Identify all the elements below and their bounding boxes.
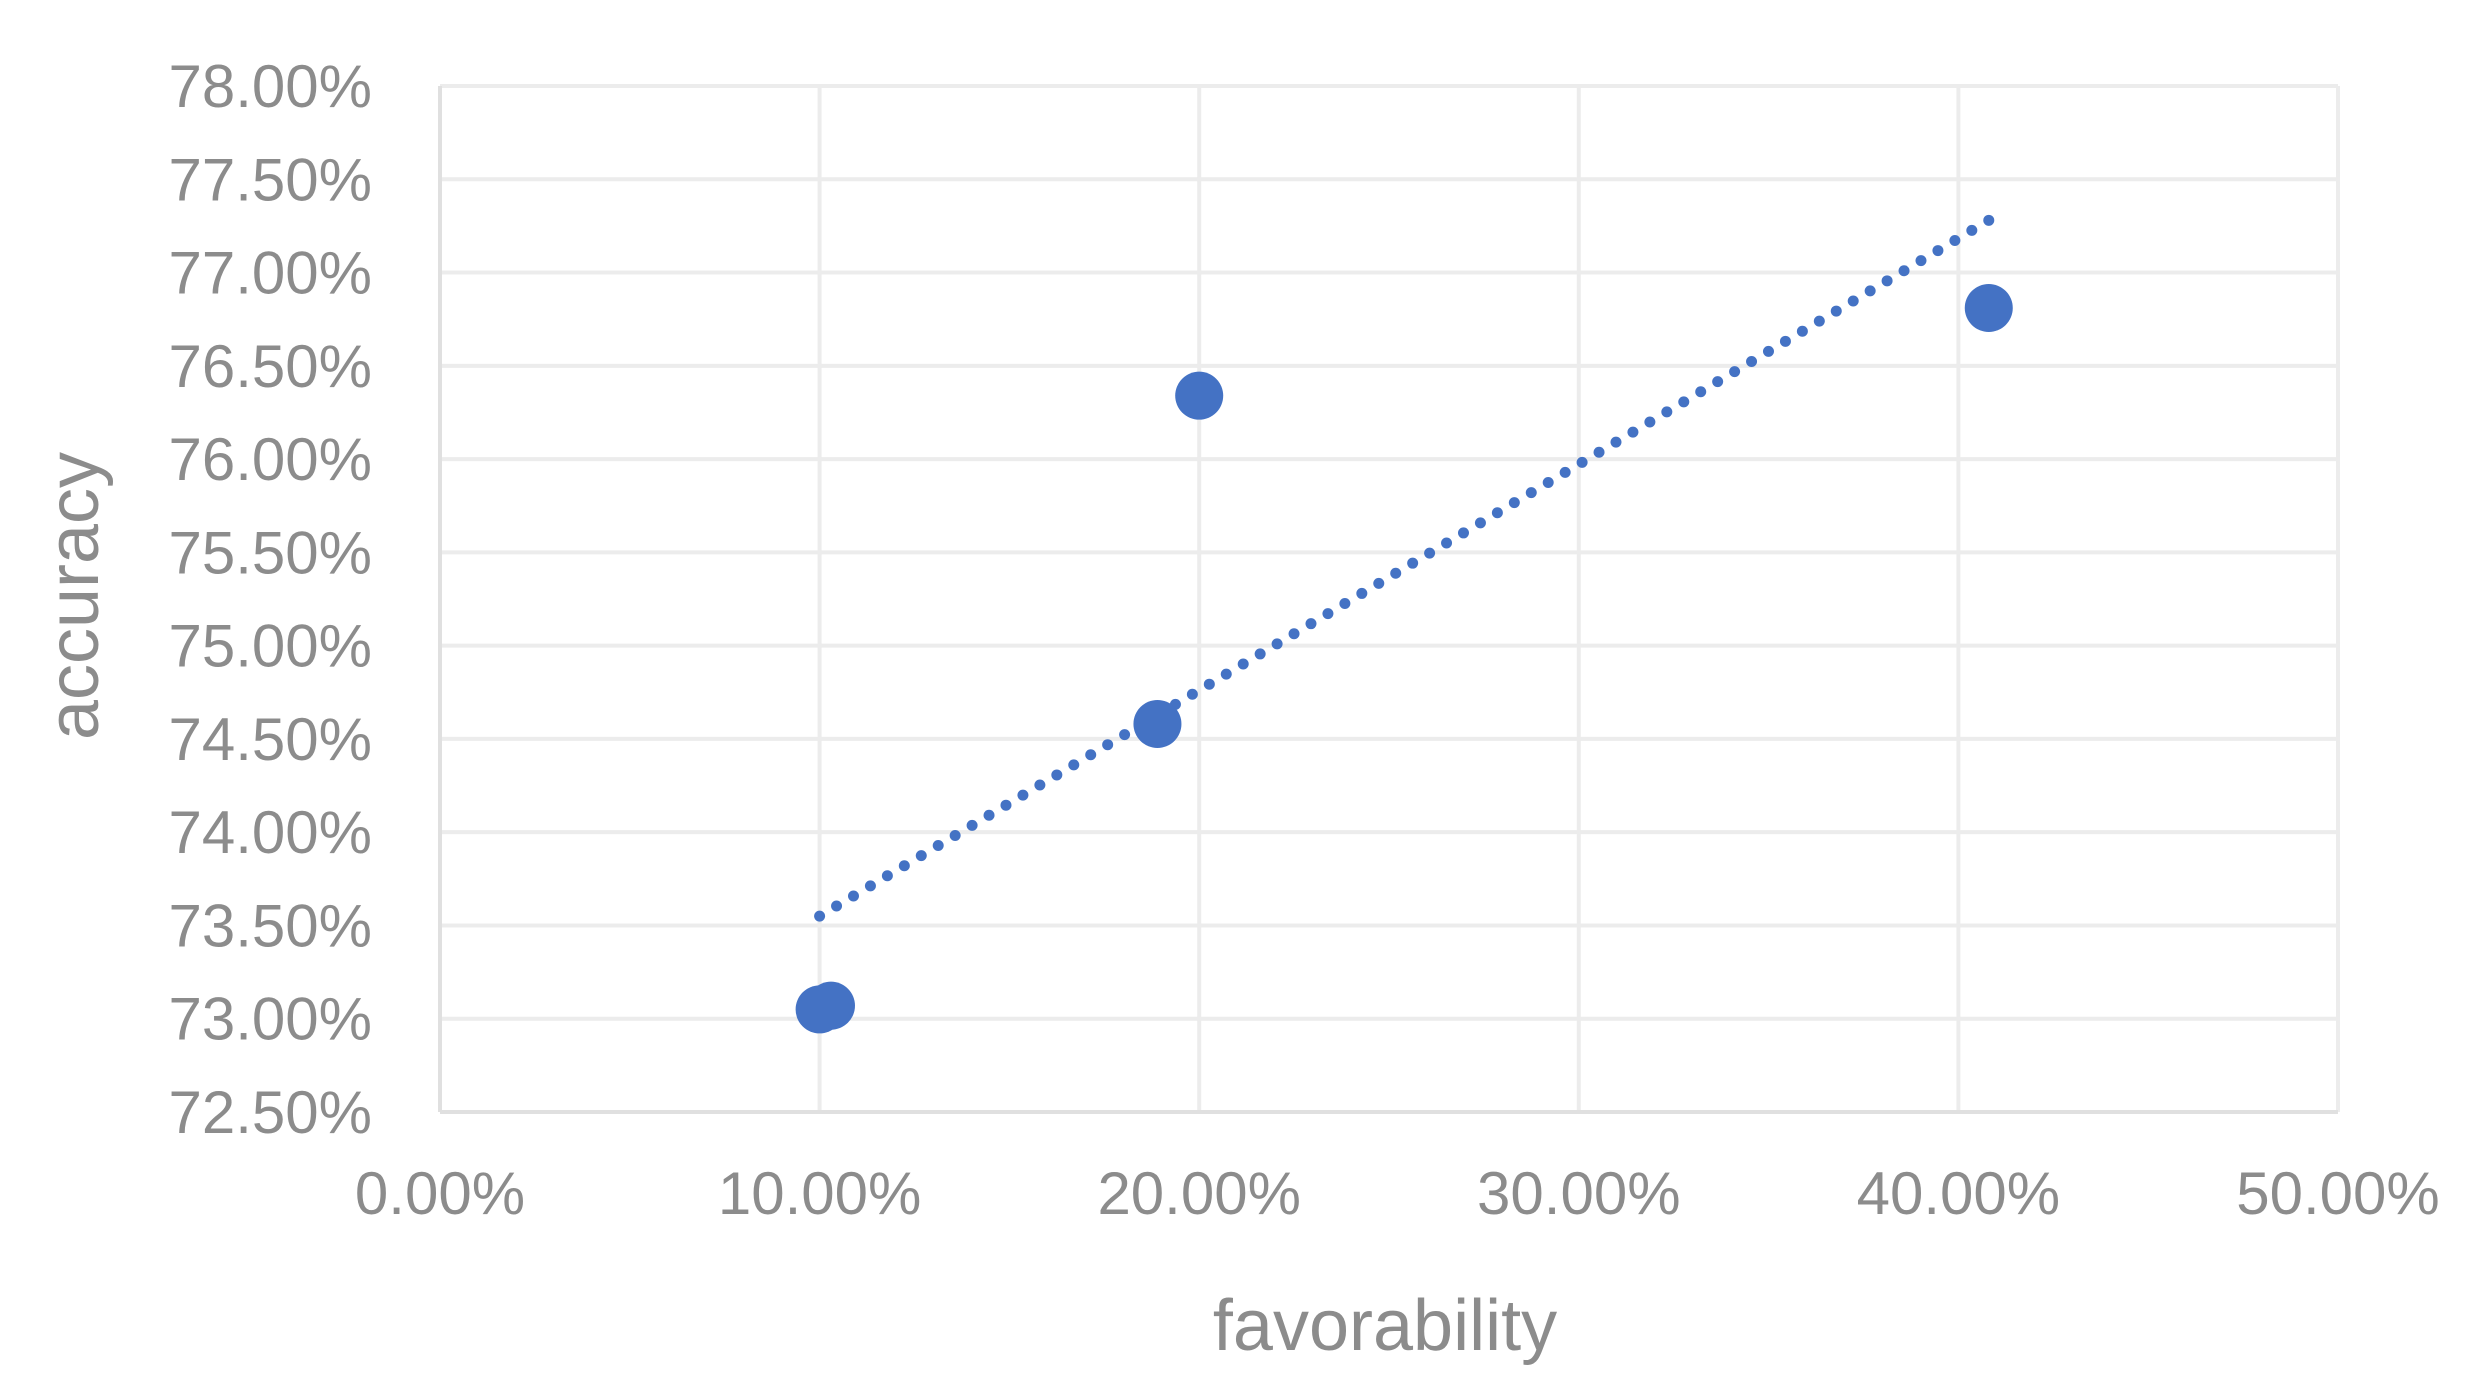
trendline-dot <box>1305 618 1317 630</box>
trendline-dot <box>1983 214 1995 226</box>
x-tick-label: 30.00% <box>1477 1160 1681 1227</box>
trendline-dot <box>983 809 995 821</box>
x-axis-title: favorability <box>1213 1286 1557 1366</box>
trendline-dot <box>898 860 910 872</box>
data-point <box>1964 283 2013 332</box>
trendline-dot <box>1017 789 1029 801</box>
trendline-dot <box>1593 446 1605 458</box>
trendline-dot <box>1779 335 1791 347</box>
y-tick-label: 73.50% <box>169 892 373 959</box>
trendline-dot <box>1356 587 1368 599</box>
y-tick-labels: 72.50% 73.00% 73.50% 74.00% 74.50% 75.00% 75.5… <box>169 53 373 1146</box>
trendline-dot <box>949 829 961 841</box>
trendline-dot <box>847 890 859 902</box>
trendline-dot <box>1491 507 1503 519</box>
trendline-dot <box>1762 345 1774 357</box>
trendline-dot <box>1746 355 1758 367</box>
trendline-dot <box>1813 315 1825 327</box>
y-tick-label: 73.00% <box>169 986 373 1053</box>
trendline-dot <box>1610 436 1622 448</box>
trendline-dot <box>864 880 876 892</box>
trendline-dot <box>1000 799 1012 811</box>
trendline-dot <box>1322 608 1334 620</box>
y-tick-label: 76.00% <box>169 426 373 493</box>
trendline-dot <box>1254 648 1266 660</box>
trendline-dot <box>1966 224 1978 236</box>
x-tick-label: 10.00% <box>718 1160 922 1227</box>
data-point <box>1175 371 1224 420</box>
trendline-dot <box>831 900 843 912</box>
y-tick-label: 74.50% <box>169 706 373 773</box>
trendline-dot <box>1051 769 1063 781</box>
trendline-dot <box>1186 688 1198 700</box>
trendline-dot <box>1695 386 1707 398</box>
trendline-dot <box>1424 547 1436 559</box>
trendline-dot <box>1644 416 1656 428</box>
trendline-dot <box>1915 255 1927 267</box>
trendline-dot <box>881 870 893 882</box>
trendline-dot <box>966 819 978 831</box>
trendline-dot <box>1390 567 1402 579</box>
y-tick-label: 78.00% <box>169 53 373 120</box>
y-tick-label: 72.50% <box>169 1079 373 1146</box>
x-tick-label: 0.00% <box>355 1160 525 1227</box>
trendline-dot <box>1373 577 1385 589</box>
trendline-dot <box>1542 477 1554 489</box>
trendline-dot <box>1339 598 1351 610</box>
trendline-dot <box>814 910 826 922</box>
trendline-dot <box>1474 517 1486 529</box>
data-point <box>1133 699 1182 748</box>
trendline-dot <box>1085 749 1097 761</box>
data-points <box>795 283 2013 1034</box>
trendline-dot <box>932 840 944 852</box>
y-tick-label: 75.50% <box>169 519 373 586</box>
trendline-dot <box>1220 668 1232 680</box>
trendline-dot <box>1203 678 1215 690</box>
trendline-dot <box>1932 245 1944 257</box>
trendline-dot <box>1271 638 1283 650</box>
trendline-dot <box>1576 456 1588 468</box>
trendline-dot <box>1847 295 1859 307</box>
trendline-dot <box>915 850 927 862</box>
y-tick-label: 76.50% <box>169 333 373 400</box>
trendline <box>814 214 1995 922</box>
data-point <box>806 981 855 1030</box>
trendline-dot <box>1237 658 1249 670</box>
trendline-dot <box>1068 759 1080 771</box>
x-tick-label: 50.00% <box>2236 1160 2440 1227</box>
trendline-dot <box>1729 366 1741 378</box>
trendline-dot <box>1457 527 1469 539</box>
x-tick-labels: 0.00% 10.00% 20.00% 30.00% 40.00% 50.00% <box>355 1160 2440 1227</box>
trendline-dot <box>1288 628 1300 640</box>
y-tick-label: 77.00% <box>169 240 373 307</box>
y-tick-label: 77.50% <box>169 146 373 213</box>
y-tick-label: 75.00% <box>169 613 373 680</box>
trendline-dot <box>1661 406 1673 418</box>
x-tick-label: 20.00% <box>1097 1160 1301 1227</box>
trendline-dot <box>1949 234 1961 246</box>
trendline-dot <box>1508 497 1520 509</box>
axes <box>438 86 2338 1114</box>
trendline-dot <box>1119 729 1131 741</box>
trendline-dot <box>1441 537 1453 549</box>
trendline-dot <box>1864 285 1876 297</box>
trendline-dot <box>1102 739 1114 751</box>
trendline-dot <box>1796 325 1808 337</box>
trendline-dot <box>1559 466 1571 478</box>
y-tick-label: 74.00% <box>169 799 373 866</box>
trendline-dot <box>1034 779 1046 791</box>
trendline-dot <box>1898 265 1910 277</box>
trendline-dot <box>1407 557 1419 569</box>
trendline-dot <box>1678 396 1690 408</box>
x-tick-label: 40.00% <box>1857 1160 2061 1227</box>
trendline-dot <box>1712 376 1724 388</box>
trendline-dot <box>1830 305 1842 317</box>
y-axis-title: accuracy <box>34 452 114 740</box>
trendline-dot <box>1881 275 1893 287</box>
trendline-dot <box>1627 426 1639 438</box>
trendline-dot <box>1525 487 1537 499</box>
gridlines <box>440 84 2340 1112</box>
